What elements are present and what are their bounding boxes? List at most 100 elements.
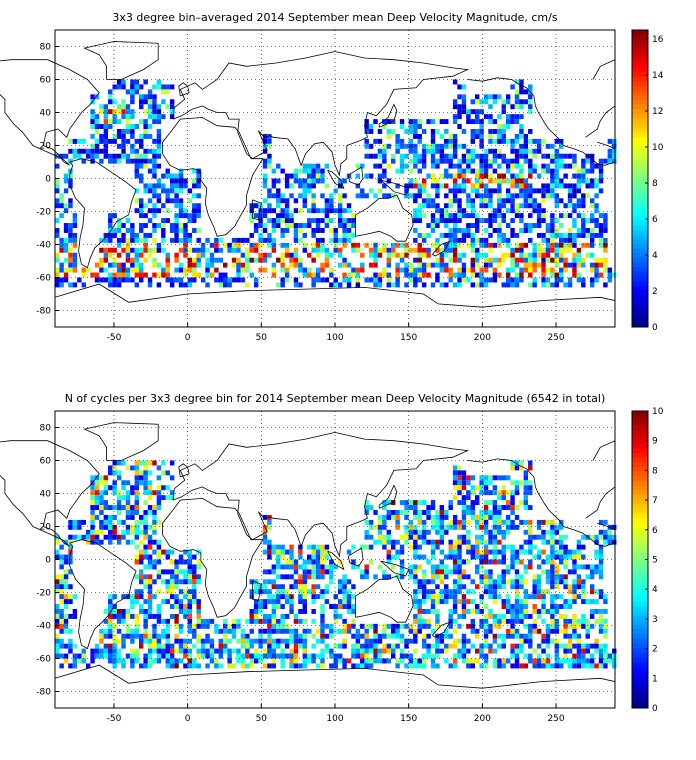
heat-cell xyxy=(457,252,462,258)
heat-cell xyxy=(103,153,109,159)
heat-cell xyxy=(554,663,559,669)
heat-cell xyxy=(483,148,489,154)
heat-cell xyxy=(112,153,117,159)
heat-cell xyxy=(559,277,564,283)
heat-cell xyxy=(112,643,117,649)
heat-cell xyxy=(156,475,162,481)
heat-cell xyxy=(382,648,387,654)
heat-cell xyxy=(421,534,427,540)
heat-cell xyxy=(192,267,197,273)
heat-cell xyxy=(152,99,157,105)
heat-cell xyxy=(594,589,599,595)
heat-cell xyxy=(559,143,564,149)
heat-cell xyxy=(333,609,338,614)
heat-cell xyxy=(174,267,179,273)
heat-cell xyxy=(262,252,268,258)
heat-cell xyxy=(430,213,436,219)
heat-cell xyxy=(271,223,277,228)
heat-cell xyxy=(311,198,316,204)
heat-cell xyxy=(320,618,325,624)
heat-cell xyxy=(563,173,568,179)
heat-cell xyxy=(492,218,498,224)
heat-cell xyxy=(430,163,436,169)
heat-cell xyxy=(258,257,263,263)
heat-cell xyxy=(417,510,422,515)
heat-cell xyxy=(386,554,391,560)
heat-cell xyxy=(271,584,277,590)
heat-cell xyxy=(541,232,546,238)
heat-cell xyxy=(554,549,559,555)
heat-cell xyxy=(342,272,347,278)
heat-cell xyxy=(541,213,546,219)
heat-cell xyxy=(112,109,117,115)
heat-cell xyxy=(315,272,321,278)
colorbar-segment xyxy=(632,522,648,528)
heat-cell xyxy=(519,267,524,273)
heat-cell xyxy=(174,203,179,209)
heat-cell xyxy=(514,574,520,580)
y-tick-label: -40 xyxy=(36,241,51,251)
heat-cell xyxy=(581,193,586,199)
heat-cell xyxy=(510,643,515,649)
heat-cell xyxy=(603,228,608,233)
heat-cell xyxy=(404,143,409,149)
heat-cell xyxy=(85,539,91,545)
heat-cell xyxy=(302,633,307,639)
heat-cell xyxy=(382,247,387,253)
heat-cell xyxy=(581,158,586,164)
heat-cell xyxy=(417,119,422,125)
heat-cell xyxy=(329,282,334,288)
heat-cell xyxy=(223,262,228,268)
heat-cell xyxy=(55,589,60,595)
heat-cell xyxy=(505,124,511,129)
heat-cell xyxy=(528,613,533,619)
heat-cell xyxy=(196,604,201,609)
heat-cell xyxy=(457,613,462,619)
heat-cell xyxy=(156,549,162,555)
heat-cell xyxy=(329,267,334,273)
heat-cell xyxy=(267,218,272,224)
heat-cell xyxy=(90,490,95,496)
heat-cell xyxy=(439,218,445,224)
heat-cell xyxy=(342,589,347,595)
heat-cell xyxy=(165,104,170,110)
heat-cell xyxy=(218,653,223,659)
heat-cell xyxy=(435,218,440,224)
heat-cell xyxy=(598,178,604,184)
heat-cell xyxy=(311,163,316,169)
heat-cell xyxy=(271,228,277,233)
heat-cell xyxy=(116,534,122,540)
heat-cell xyxy=(528,213,533,219)
heat-cell xyxy=(461,495,467,501)
heat-cell xyxy=(130,505,135,510)
heat-cell xyxy=(271,599,277,605)
heat-cell xyxy=(262,223,268,228)
colorbar-segment xyxy=(632,187,648,193)
heat-cell xyxy=(231,257,237,263)
heat-cell xyxy=(519,242,524,248)
heat-cell xyxy=(284,252,290,258)
heat-cell xyxy=(461,505,467,510)
heat-cell xyxy=(430,594,436,600)
heat-cell xyxy=(152,153,157,159)
heat-cell xyxy=(514,148,520,154)
heat-cell xyxy=(417,613,422,619)
heat-cell xyxy=(284,594,290,600)
heat-cell xyxy=(333,242,338,248)
heat-cell xyxy=(519,609,524,614)
coastline xyxy=(0,440,100,547)
heat-cell xyxy=(382,500,387,506)
heat-cell xyxy=(143,475,148,481)
heat-cell xyxy=(554,554,559,560)
heat-cell xyxy=(196,574,201,580)
heat-cell xyxy=(165,579,170,585)
heat-cell xyxy=(386,252,391,258)
heat-cell xyxy=(572,267,577,273)
heat-cell xyxy=(483,574,489,580)
heat-cell xyxy=(439,579,445,585)
heat-cell xyxy=(364,138,369,144)
heat-cell xyxy=(572,242,577,248)
heat-cell xyxy=(470,609,475,614)
heat-cell xyxy=(466,198,471,204)
heat-cell xyxy=(528,505,533,510)
